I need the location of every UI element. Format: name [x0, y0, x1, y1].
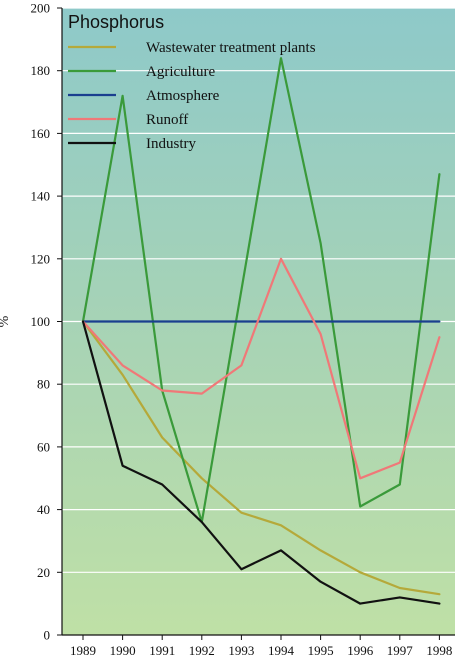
y-tick-label-0: 0 — [44, 628, 51, 643]
y-tick-label-120: 120 — [31, 251, 51, 266]
y-tick-label-60: 60 — [37, 439, 50, 454]
x-tick-label-1990: 1990 — [110, 643, 136, 658]
series-lines — [81, 57, 441, 605]
legend-label-wastewater-treatment-plants: Wastewater treatment plants — [146, 40, 316, 56]
x-tick-label-1992: 1992 — [189, 643, 215, 658]
x-tick-label-1995: 1995 — [308, 643, 334, 658]
y-tick-label-20: 20 — [37, 565, 50, 580]
x-tick-label-1997: 1997 — [387, 643, 414, 658]
y-tick-label-160: 160 — [31, 126, 51, 141]
series-line-runoff — [81, 257, 441, 480]
series-line-industry — [81, 320, 441, 605]
legend-label-industry: Industry — [146, 136, 196, 152]
y-tick-label-180: 180 — [31, 63, 51, 78]
legend-title: Phosphorus — [68, 12, 164, 32]
y-tick-label-80: 80 — [37, 377, 50, 392]
legend-label-atmosphere: Atmosphere — [146, 88, 220, 104]
y-tick-label-40: 40 — [37, 502, 50, 517]
y-tick-label-200: 200 — [31, 1, 51, 16]
x-tick-label-1996: 1996 — [347, 643, 374, 658]
legend-label-runoff: Runoff — [146, 112, 188, 128]
x-tick-label-1993: 1993 — [228, 643, 254, 658]
x-tick-label-1989: 1989 — [70, 643, 96, 658]
legend-label-agriculture: Agriculture — [146, 64, 215, 80]
y-axis-label: % — [0, 315, 12, 327]
y-tick-label-140: 140 — [31, 189, 51, 204]
x-tick-label-1991: 1991 — [149, 643, 175, 658]
x-tick-label-1994: 1994 — [268, 643, 295, 658]
legend: Phosphorus Wastewater treatment plants Agr… — [68, 12, 316, 152]
series-line-agriculture — [81, 57, 441, 524]
x-tick-label-1998: 1998 — [426, 643, 452, 658]
y-tick-label-100: 100 — [31, 314, 51, 329]
series-line-wastewater-treatment-plants — [81, 320, 441, 596]
